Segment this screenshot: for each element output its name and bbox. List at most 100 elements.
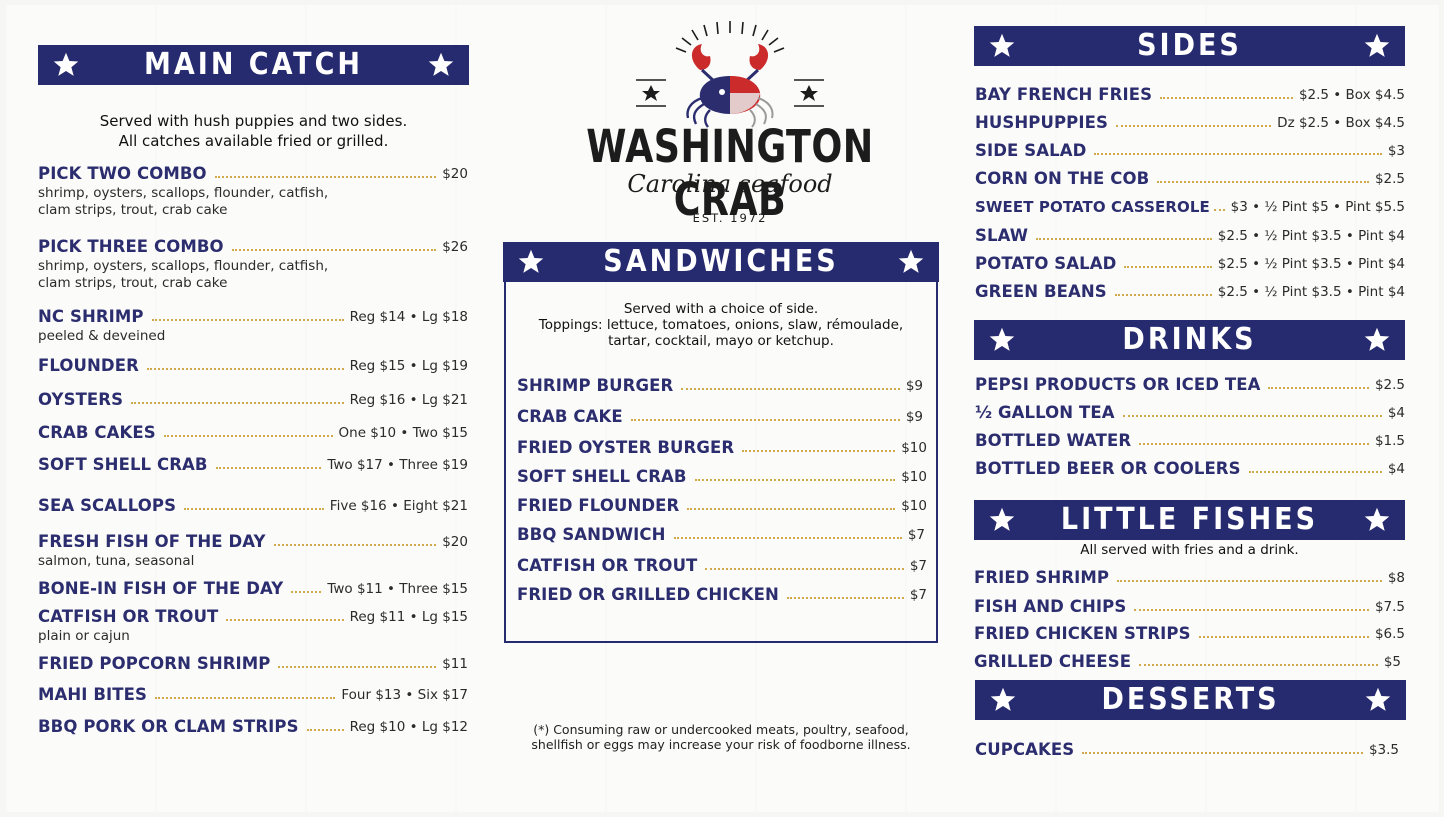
dot-leader: [1122, 415, 1382, 417]
menu-item: CRAB CAKES One $10 • Two $15: [38, 423, 468, 442]
item-name: PICK TWO COMBO: [38, 164, 207, 183]
menu-item: FRIED CHICKEN STRIPS $6.5: [974, 624, 1405, 643]
item-name: SIDE SALAD: [975, 141, 1087, 160]
item-price: $9: [905, 378, 923, 394]
item-name: FRIED SHRIMP: [974, 568, 1110, 587]
item-price: $2.5 • Box $4.5: [1298, 87, 1405, 103]
menu-item: FLOUNDER Reg $15 • Lg $19: [38, 356, 468, 375]
dot-leader: [673, 537, 902, 539]
menu-item: FISH AND CHIPS $7.5: [974, 597, 1405, 616]
dot-leader: [1268, 387, 1369, 389]
dot-leader: [273, 544, 437, 546]
item-name: ½ GALLON TEA: [975, 403, 1115, 422]
dot-leader: [1157, 181, 1369, 183]
menu-item: GRILLED CHEESE $5: [974, 652, 1401, 671]
item-name: SOFT SHELL CRAB: [38, 455, 208, 474]
menu-item: GREEN BEANS $2.5 • ½ Pint $3.5 • Pint $4: [975, 282, 1405, 301]
item-description: plain or cajun: [38, 628, 130, 644]
little-fishes-title: LITTLE FISHES: [1060, 502, 1319, 537]
dot-leader: [1134, 609, 1369, 611]
item-name: BOTTLED WATER: [975, 431, 1132, 450]
dot-leader: [214, 176, 437, 178]
crab-icon: [636, 21, 824, 128]
menu-item: SEA SCALLOPS Five $16 • Eight $21: [38, 496, 468, 515]
item-description-line: clam strips, trout, crab cake: [38, 275, 228, 291]
menu-item: SOFT SHELL CRAB Two $17 • Three $19: [38, 455, 468, 474]
dot-leader: [1114, 294, 1212, 296]
item-name: CUPCAKES: [975, 740, 1075, 759]
star-icon: [891, 242, 931, 282]
item-description: shrimp, oysters, scallops, flounder, cat…: [38, 258, 328, 292]
menu-item: POTATO SALAD $2.5 • ½ Pint $3.5 • Pint $4: [975, 254, 1405, 273]
item-name: CRAB CAKE: [517, 407, 623, 426]
brand-logo: WASHINGTON CRAB Carolina seafood EST. 19…: [550, 18, 910, 233]
brand-tagline: Carolina seafood: [627, 170, 833, 198]
item-name: POTATO SALAD: [975, 254, 1117, 273]
star-icon: [511, 242, 551, 282]
dot-leader: [681, 388, 900, 390]
item-description-line: shrimp, oysters, scallops, flounder, cat…: [38, 258, 329, 274]
menu-item: SIDE SALAD $3: [975, 141, 1405, 160]
item-price: $2.5 • ½ Pint $3.5 • Pint $4: [1217, 256, 1405, 272]
dot-leader: [687, 508, 896, 510]
menu-item: CATFISH OR TROUT Reg $11 • Lg $15: [38, 607, 468, 626]
item-price: $20: [442, 534, 468, 550]
item-name: GRILLED CHEESE: [974, 652, 1132, 671]
dot-leader: [1082, 752, 1363, 754]
menu-item: FRIED POPCORN SHRIMP $11: [38, 654, 468, 673]
item-price: Reg $14 • Lg $18: [349, 309, 468, 325]
item-price: $26: [442, 239, 468, 255]
dot-leader: [151, 319, 344, 321]
star-icon: [1357, 500, 1397, 540]
item-name: FRIED POPCORN SHRIMP: [38, 654, 271, 673]
menu-item: PICK TWO COMBO $20: [38, 164, 468, 183]
item-price: $7: [907, 527, 925, 543]
menu-item: SLAW $2.5 • ½ Pint $3.5 • Pint $4: [975, 226, 1405, 245]
sides-title: SIDES: [1137, 28, 1242, 63]
menu-item: FRIED OYSTER BURGER $10: [517, 438, 927, 457]
item-name: MAHI BITES: [38, 685, 148, 704]
item-price: $20: [442, 166, 468, 182]
menu-item: SOFT SHELL CRAB $10: [517, 467, 927, 486]
item-name: CORN ON THE COB: [975, 169, 1150, 188]
item-name: BAY FRENCH FRIES: [975, 85, 1153, 104]
menu-item: CRAB CAKE $9: [517, 407, 923, 426]
dot-leader: [1117, 580, 1382, 582]
item-price: $6.5: [1374, 626, 1405, 642]
item-price: $2.5 • ½ Pint $3.5 • Pint $4: [1217, 228, 1405, 244]
dot-leader: [705, 568, 904, 570]
item-name: FRIED OYSTER BURGER: [517, 438, 735, 457]
dot-leader: [1115, 125, 1272, 127]
menu-item: BAY FRENCH FRIES $2.5 • Box $4.5: [975, 85, 1405, 104]
menu-item: HUSHPUPPIES Dz $2.5 • Box $4.5: [975, 113, 1405, 132]
dot-leader: [630, 419, 900, 421]
item-price: Reg $11 • Lg $15: [349, 609, 468, 625]
item-price: $1.5: [1374, 433, 1405, 449]
dot-leader: [694, 479, 896, 481]
item-price: $10: [901, 469, 927, 485]
item-name: CRAB CAKES: [38, 423, 156, 442]
dot-leader: [1160, 97, 1293, 99]
brand-established: EST. 1972: [692, 211, 768, 225]
item-name: GREEN BEANS: [975, 282, 1107, 301]
desserts-banner: DESSERTS: [975, 680, 1406, 720]
menu-item: ½ GALLON TEA $4: [975, 403, 1405, 422]
item-name: BBQ SANDWICH: [517, 525, 666, 544]
dot-leader: [1248, 471, 1382, 473]
sandwiches-title: SANDWICHES: [603, 244, 839, 279]
dot-leader: [163, 435, 333, 437]
menu-item: CORN ON THE COB $2.5: [975, 169, 1405, 188]
main-catch-note-line1: Served with hush puppies and two sides.: [99, 112, 408, 130]
menu-item: SHRIMP BURGER $9: [517, 376, 923, 395]
drinks-title: DRINKS: [1122, 322, 1257, 357]
item-price: Four $13 • Six $17: [341, 687, 468, 703]
item-name: NC SHRIMP: [38, 307, 144, 326]
dot-leader: [742, 450, 896, 452]
item-name: SEA SCALLOPS: [38, 496, 177, 515]
star-icon: [982, 320, 1022, 360]
item-price: Reg $15 • Lg $19: [349, 358, 468, 374]
item-price: $10: [901, 440, 927, 456]
item-name: BOTTLED BEER OR COOLERS: [975, 459, 1241, 478]
little-fishes-banner: LITTLE FISHES: [974, 500, 1405, 540]
sandwiches-note: Served with a choice of side. Toppings: …: [504, 301, 938, 349]
